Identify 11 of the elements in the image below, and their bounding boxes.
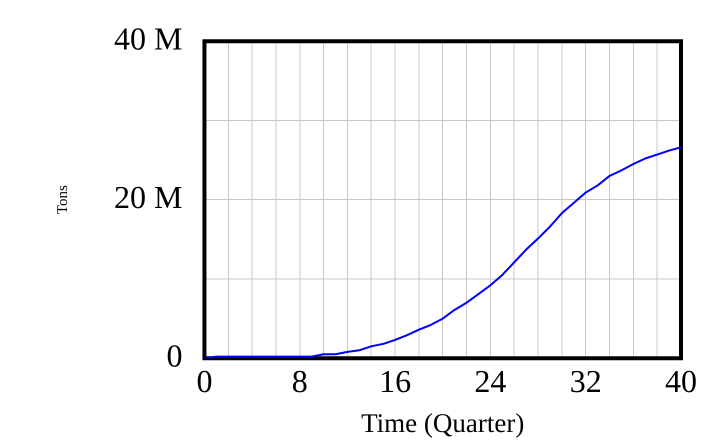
x-tick-label: 0 xyxy=(196,362,212,399)
x-tick-label: 40 xyxy=(665,362,697,399)
x-tick-label: 24 xyxy=(474,362,506,399)
y-tick-label: 20 M xyxy=(114,179,182,216)
x-tick-label: 32 xyxy=(570,362,602,399)
x-tick-label: 16 xyxy=(379,362,412,399)
y-axis-title: Tons xyxy=(54,185,71,214)
y-tick-label: 0 xyxy=(166,338,182,374)
x-axis-title: Time (Quarter) xyxy=(361,408,524,438)
x-tick-label: 8 xyxy=(292,362,308,399)
y-tick-label: 40 M xyxy=(114,20,182,57)
